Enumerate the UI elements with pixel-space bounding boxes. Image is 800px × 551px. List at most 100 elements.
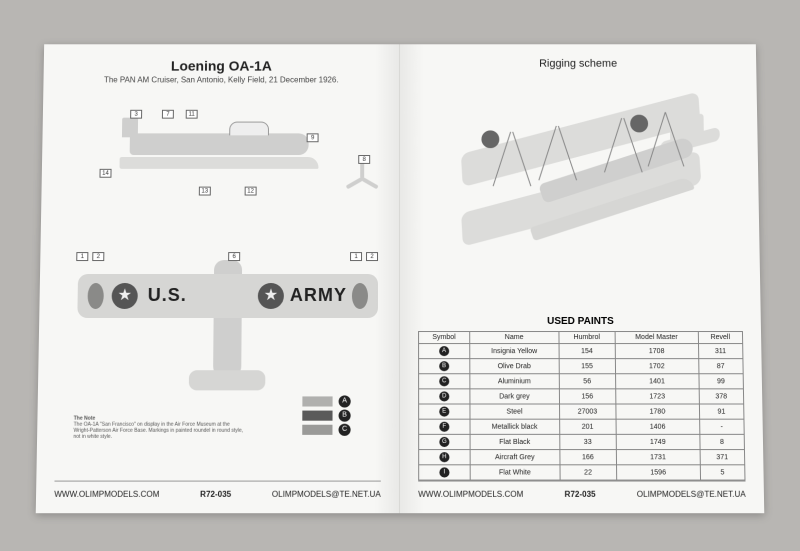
cell-symbol: F	[419, 419, 470, 434]
swatch-symbol: A	[339, 395, 351, 407]
footnote-body: The OA-1A "San Francisco" on display in …	[73, 421, 243, 439]
cell-humbrol: 156	[559, 388, 616, 403]
decal-callout: 8	[358, 155, 370, 164]
table-row: CAluminium56140199	[419, 373, 744, 388]
swatch	[302, 396, 332, 406]
rigging-diagram	[418, 75, 743, 309]
swatch-row: B	[302, 409, 350, 421]
decal-callout: 13	[199, 186, 211, 195]
cell-humbrol: 22	[560, 464, 617, 479]
table-row: FMetallick black2011406-	[419, 419, 745, 434]
wing-text-right: ARMY	[290, 284, 347, 305]
cell-symbol: B	[419, 358, 470, 373]
paints-table-body: AInsignia Yellow1541708311BOlive Drab155…	[419, 343, 745, 480]
swatch	[302, 424, 332, 434]
roundel-icon: ★	[258, 282, 284, 308]
main-float	[120, 157, 319, 169]
footer-email: OLIMPMODELS@TE.NET.UA	[272, 489, 381, 498]
footer-code: R72-035	[565, 489, 596, 498]
paints-table-head: Symbol Name Humbrol Model Master Revell	[419, 331, 743, 343]
cell-humbrol: 166	[560, 449, 617, 464]
swatch-row: C	[302, 423, 350, 435]
cell-revell: 91	[699, 404, 744, 419]
cell-modelmaster: 1702	[615, 358, 698, 373]
cell-name: Flat White	[470, 464, 560, 479]
th-name: Name	[470, 331, 559, 343]
tailplane-top	[189, 370, 266, 390]
decal-callout: 2	[92, 252, 104, 261]
table-row: AInsignia Yellow1541708311	[419, 343, 743, 358]
roundel-icon: ★	[112, 282, 138, 308]
decal-callout: 6	[228, 252, 240, 261]
decal-callout: 7	[162, 109, 174, 118]
footnote: The Note The OA-1A "San Francisco" on di…	[73, 415, 245, 439]
canopy	[229, 121, 269, 135]
cell-symbol: D	[419, 388, 470, 403]
cell-revell: 311	[698, 343, 743, 358]
footnote-heading: The Note	[74, 415, 96, 421]
paints-table: Symbol Name Humbrol Model Master Revell …	[418, 331, 745, 481]
cell-humbrol: 56	[559, 373, 616, 388]
cell-modelmaster: 1780	[616, 404, 700, 419]
cell-modelmaster: 1723	[615, 388, 699, 403]
cell-revell: 378	[699, 388, 744, 403]
cell-modelmaster: 1731	[616, 449, 700, 464]
cell-humbrol: 201	[559, 419, 616, 434]
decal-callout: 14	[99, 168, 111, 177]
cell-name: Dark grey	[470, 388, 559, 403]
fuselage	[130, 133, 309, 155]
footer-site: WWW.OLIMPMODELS.COM	[418, 489, 523, 498]
wing-oval-marking	[87, 282, 103, 308]
prop-blade	[361, 177, 378, 189]
table-row: ESteel27003178091	[419, 404, 744, 419]
table-row: IFlat White2215965	[419, 464, 745, 479]
cell-name: Olive Drab	[470, 358, 559, 373]
th-humbrol: Humbrol	[559, 331, 615, 343]
cell-symbol: I	[419, 464, 470, 479]
cell-name: Flat Black	[470, 434, 560, 449]
aircraft-title: Loening OA-1A	[61, 57, 381, 73]
cell-revell: 99	[699, 373, 744, 388]
decal-callout: 1	[76, 252, 88, 261]
left-page: Loening OA-1A The PAN AM Cruiser, San An…	[36, 44, 400, 513]
th-symbol: Symbol	[419, 331, 470, 343]
footer-code: R72-035	[200, 489, 231, 498]
decal-callout: 9	[307, 133, 319, 142]
roundel-icon	[481, 130, 499, 148]
instruction-sheet: Loening OA-1A The PAN AM Cruiser, San An…	[36, 44, 765, 513]
cell-humbrol: 33	[559, 434, 616, 449]
swatch-row: A	[302, 395, 350, 407]
cell-revell: -	[699, 419, 744, 434]
cell-modelmaster: 1406	[616, 419, 700, 434]
decal-callout: 3	[130, 109, 142, 118]
swatch-symbol: B	[339, 409, 351, 421]
decal-callout: 2	[366, 252, 378, 261]
aircraft-subtitle: The PAN AM Cruiser, San Antonio, Kelly F…	[61, 75, 381, 84]
cell-name: Metallick black	[470, 419, 560, 434]
top-view: ★ ★ U.S. ARMY	[76, 252, 378, 392]
cell-name: Aluminium	[470, 373, 559, 388]
swatch-symbol: C	[339, 423, 351, 435]
decal-callout: 11	[186, 109, 198, 118]
table-row: HAircraft Grey1661731371	[419, 449, 745, 464]
page-footer: WWW.OLIMPMODELS.COM R72-035 OLIMPMODELS@…	[54, 480, 381, 502]
star-icon: ★	[117, 287, 132, 303]
cell-humbrol: 154	[559, 343, 615, 358]
th-revell: Revell	[698, 331, 743, 343]
cell-symbol: A	[419, 343, 470, 358]
cell-modelmaster: 1708	[615, 343, 698, 358]
footer-site: WWW.OLIMPMODELS.COM	[54, 489, 159, 498]
table-row: BOlive Drab155170287	[419, 358, 744, 373]
swatch	[302, 410, 332, 420]
cell-symbol: G	[419, 434, 470, 449]
side-view	[99, 113, 348, 182]
page-footer: WWW.OLIMPMODELS.COM R72-035 OLIMPMODELS@…	[418, 480, 746, 502]
wing-text-left: U.S.	[148, 284, 187, 305]
table-row: GFlat Black3317498	[419, 434, 745, 449]
cell-symbol: H	[419, 449, 470, 464]
right-page: Rigging scheme USED PAINTS Symbol	[400, 44, 764, 513]
decal-callout: 1	[350, 252, 362, 261]
cell-modelmaster: 1401	[615, 373, 698, 388]
cell-name: Steel	[470, 404, 559, 419]
cell-revell: 371	[700, 449, 745, 464]
